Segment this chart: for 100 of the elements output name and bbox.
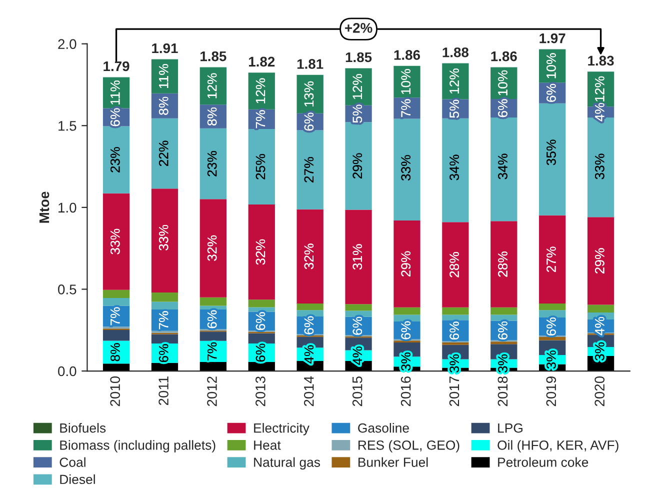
bar	[345, 310, 372, 317]
annotation: 4%	[595, 316, 604, 336]
annotation: 11%	[158, 64, 168, 88]
x-tick-label: 2016	[400, 376, 411, 406]
total-label: 1.82	[248, 56, 275, 67]
annotation: 29%	[594, 248, 604, 274]
annotation: 32%	[256, 239, 266, 265]
bar	[490, 342, 518, 344]
legend-label: Petroleum coke	[498, 457, 588, 467]
bar	[248, 333, 275, 344]
annotation: 8%	[207, 107, 217, 126]
annotation: 4%	[595, 102, 604, 122]
bar	[442, 307, 469, 315]
bar	[394, 307, 420, 315]
legend-label: Electricity	[254, 423, 310, 436]
annotation: 29%	[401, 251, 411, 276]
total-label: 1.79	[104, 61, 130, 72]
x-tick-label: 2011	[158, 376, 168, 406]
bar	[394, 314, 420, 322]
annotation: 6%	[110, 108, 120, 126]
x-tick-label: 2017	[449, 376, 460, 406]
bar	[200, 332, 227, 341]
legend-label: Heat	[254, 440, 281, 450]
annotation: 6%	[304, 112, 314, 131]
annotation: 10%	[546, 53, 556, 78]
bar	[151, 302, 178, 310]
annotation: 7%	[158, 311, 168, 330]
annotation: 6%	[352, 316, 362, 335]
bar	[248, 307, 275, 312]
annotation: 6%	[207, 310, 217, 328]
bar	[200, 306, 227, 310]
total-label: 1.85	[346, 52, 372, 62]
legend-label: RES (SOL, GEO)	[358, 440, 460, 452]
legend-label: Natural gas	[254, 457, 320, 470]
annotation: 34%	[450, 154, 459, 180]
annotation: 7%	[401, 99, 410, 118]
annotation: 7%	[110, 307, 120, 326]
bar	[102, 330, 130, 341]
annotation: 33%	[158, 224, 168, 250]
total-label: 1.86	[394, 50, 420, 60]
text: +2%	[345, 22, 372, 33]
x-tick-label: 2015	[352, 376, 362, 406]
bar	[296, 303, 324, 310]
annotation: 31%	[352, 244, 362, 270]
annotation: 8%	[158, 96, 168, 115]
bar	[345, 304, 372, 311]
annotation: 29%	[352, 153, 362, 178]
x-tick-label: 2020	[594, 376, 605, 406]
annotation: 12%	[594, 76, 604, 102]
annotation: 6%	[401, 321, 411, 340]
total-label: 1.86	[491, 51, 517, 62]
bar	[151, 334, 178, 344]
annotation: 13%	[304, 81, 314, 106]
legend-label: Biofuels	[60, 423, 106, 433]
annotation: 25%	[256, 154, 266, 180]
bar	[248, 300, 275, 308]
annotation: 12%	[256, 78, 266, 104]
legend-label: LPG	[498, 423, 522, 433]
annotation: 6%	[546, 318, 556, 336]
annotation: 35%	[546, 140, 556, 166]
legend-label: Oil (HFO, KER, AVF)	[498, 440, 618, 452]
annotation: 6%	[256, 312, 266, 330]
y-tick-label: 0.5	[58, 284, 76, 294]
bar	[539, 303, 566, 310]
x-tick-label: 2018	[498, 376, 508, 406]
total-label: 1.81	[297, 59, 324, 69]
total-label: 1.91	[152, 43, 178, 54]
bar	[442, 314, 469, 320]
annotation: 33%	[110, 228, 120, 254]
total-label: 1.83	[588, 56, 614, 66]
annotation: 6%	[498, 321, 508, 340]
annotation: 27%	[546, 246, 556, 272]
annotation: 6%	[304, 316, 314, 334]
bar	[200, 297, 227, 306]
bar	[539, 310, 566, 318]
x-tick-label: 2014	[304, 376, 314, 406]
annotation: 23%	[110, 147, 120, 172]
total-label: 1.97	[540, 33, 566, 44]
annotation: 5%	[352, 104, 362, 123]
legend-label: Bunker Fuel	[358, 457, 428, 467]
annotation: 8%	[110, 343, 120, 362]
y-tick-label: 1.5	[58, 121, 76, 131]
bar	[102, 290, 130, 298]
bar	[151, 292, 178, 302]
annotation: 5%	[450, 100, 459, 118]
bar	[102, 298, 130, 306]
x-tick-label: 2012	[207, 376, 217, 406]
annotation: 27%	[304, 157, 314, 182]
legend-label: Biomass (including pallets)	[60, 440, 216, 452]
bar	[296, 310, 324, 317]
total-label: 1.85	[200, 51, 226, 62]
bar	[490, 314, 518, 321]
annotation: 33%	[594, 154, 604, 180]
y-tick-label: 0.0	[58, 366, 76, 376]
annotation: 28%	[498, 252, 508, 277]
annotation: 32%	[207, 235, 217, 261]
x-tick-label: 2013	[256, 376, 266, 406]
annotation: 12%	[450, 68, 459, 94]
y-tick-label: 2.0	[58, 39, 76, 49]
x-tick-label: 2019	[546, 376, 556, 406]
